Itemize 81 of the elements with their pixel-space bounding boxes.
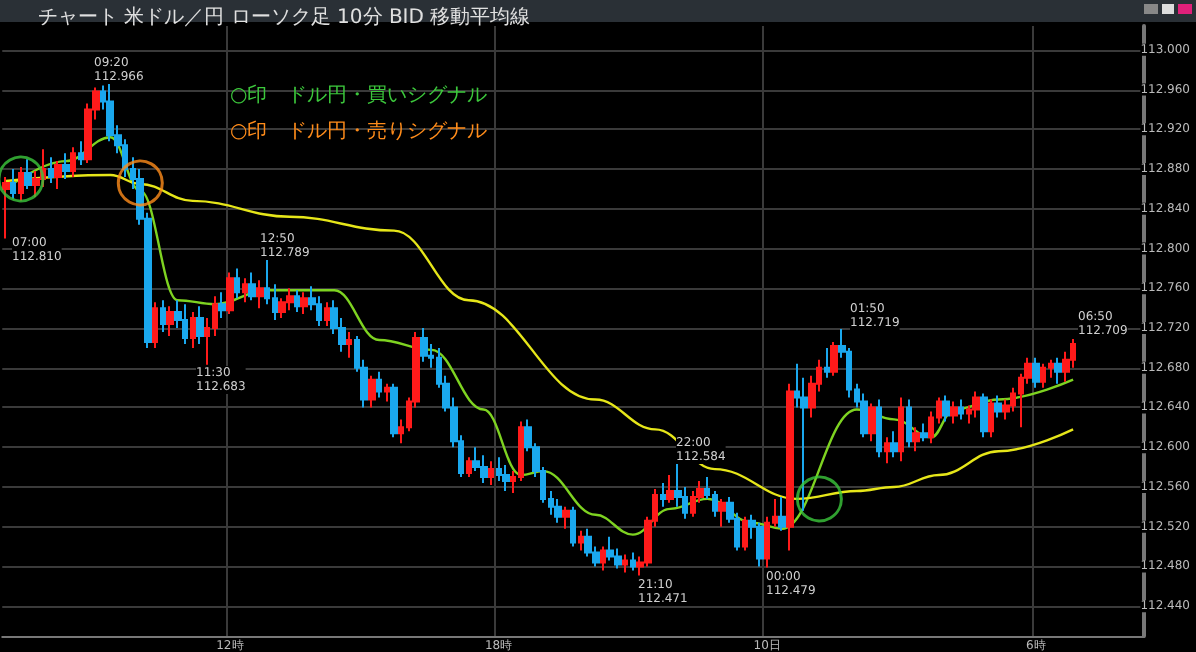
candlestick bbox=[182, 303, 188, 345]
candlestick bbox=[234, 267, 240, 300]
candlestick bbox=[324, 301, 330, 328]
candlestick bbox=[242, 277, 248, 304]
candlestick bbox=[368, 374, 376, 409]
candlestick bbox=[466, 456, 472, 479]
candlestick bbox=[988, 398, 994, 439]
text: ○印 ドル円・売りシグナル bbox=[230, 119, 488, 143]
candlestick bbox=[868, 402, 876, 443]
candlestick bbox=[18, 166, 24, 202]
candlestick bbox=[786, 382, 794, 552]
candlestick bbox=[390, 382, 398, 439]
candlestick bbox=[824, 346, 830, 379]
candlestick bbox=[942, 394, 950, 423]
candlestick bbox=[630, 551, 636, 572]
candlestick bbox=[1032, 356, 1040, 389]
point bbox=[116, 159, 164, 207]
point bbox=[795, 475, 843, 523]
candlestick bbox=[226, 271, 234, 316]
candlestick bbox=[980, 392, 988, 439]
candlestick bbox=[70, 146, 76, 179]
candlestick bbox=[958, 398, 964, 421]
candlestick bbox=[718, 497, 726, 528]
candlestick bbox=[190, 311, 196, 349]
candlestick bbox=[480, 454, 488, 484]
candlestick bbox=[898, 396, 904, 463]
candlestick bbox=[256, 279, 264, 310]
candlestick bbox=[2, 176, 10, 240]
candlestick bbox=[890, 430, 898, 459]
candlestick bbox=[78, 140, 84, 167]
candlestick bbox=[346, 330, 352, 359]
candlestick bbox=[920, 422, 928, 443]
point bbox=[0, 155, 45, 203]
candlestick bbox=[160, 299, 166, 333]
candlestick bbox=[600, 545, 606, 572]
candlestick bbox=[606, 535, 614, 562]
chart-title: チャート 米ドル／円 ローソク足 10分 BID 移動平均線 bbox=[38, 5, 531, 29]
candlestick bbox=[502, 464, 510, 492]
candlestick bbox=[1040, 362, 1046, 389]
candlestick bbox=[778, 495, 786, 532]
candlestick bbox=[830, 340, 838, 377]
candlestick bbox=[62, 152, 70, 180]
candlestick bbox=[10, 168, 16, 200]
candlestick bbox=[384, 382, 390, 403]
line-series bbox=[4, 173, 1075, 501]
candlestick bbox=[496, 456, 502, 483]
candlestick bbox=[884, 436, 890, 465]
candlestick bbox=[860, 392, 868, 439]
candlestick bbox=[286, 287, 294, 312]
candlestick bbox=[756, 521, 764, 568]
candlestick bbox=[906, 398, 912, 449]
candlestick bbox=[876, 398, 882, 459]
candlestick bbox=[218, 291, 226, 320]
candlestick bbox=[666, 474, 674, 504]
candlestick bbox=[554, 497, 562, 524]
candlestick bbox=[742, 515, 748, 552]
candlestick bbox=[152, 301, 158, 349]
candlestick bbox=[660, 482, 666, 508]
candlestick bbox=[912, 426, 920, 453]
candlestick bbox=[196, 305, 204, 345]
candlestick bbox=[1054, 356, 1062, 385]
candlestick bbox=[562, 505, 570, 530]
candlestick bbox=[972, 390, 980, 419]
candlestick bbox=[994, 394, 1002, 419]
candlestick bbox=[584, 527, 592, 558]
candlestick bbox=[570, 505, 576, 548]
candlestick bbox=[690, 489, 696, 518]
candlestick bbox=[420, 327, 428, 363]
candlestick bbox=[166, 305, 174, 337]
candlestick bbox=[48, 156, 54, 184]
candlestick bbox=[578, 529, 584, 552]
candlestick bbox=[950, 400, 958, 425]
candlestick bbox=[300, 291, 308, 316]
candlestick bbox=[248, 271, 256, 302]
candlestick bbox=[376, 370, 382, 399]
candlestick bbox=[488, 460, 494, 486]
candlestick bbox=[294, 289, 300, 314]
text: ○印 ドル円・買いシグナル bbox=[230, 83, 488, 107]
candlestick bbox=[24, 158, 32, 190]
candlestick bbox=[622, 553, 628, 574]
candlestick bbox=[54, 160, 62, 190]
